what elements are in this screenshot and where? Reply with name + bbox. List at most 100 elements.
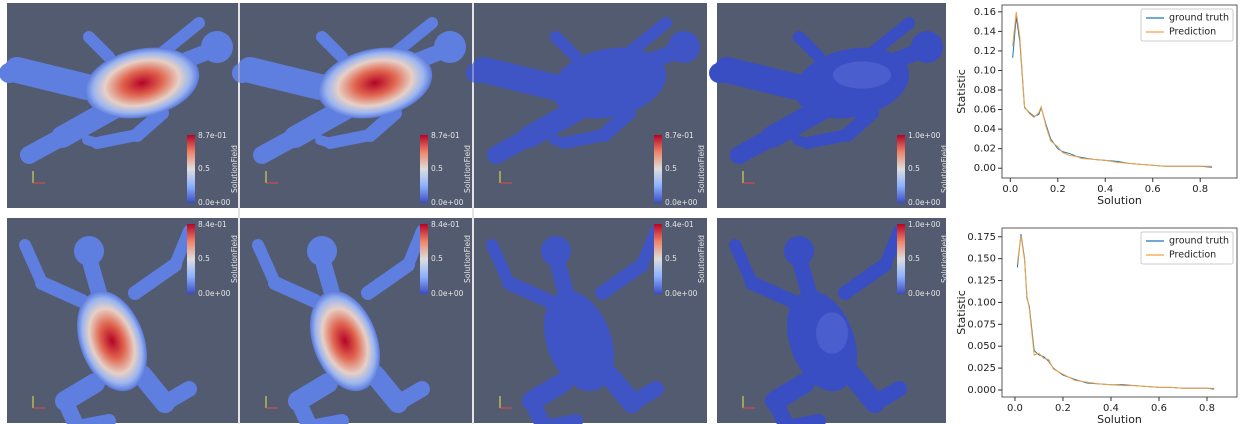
colorbar-title: SolutionField [940, 235, 949, 283]
limb [793, 31, 825, 63]
head [784, 236, 814, 266]
colorbar-max: 8.7e-01 [198, 131, 227, 140]
colorbar [420, 135, 428, 203]
limb [714, 57, 810, 100]
y-tick-label: 0.06 [974, 105, 996, 116]
limb [595, 258, 649, 300]
limb [550, 257, 574, 301]
limb [390, 381, 430, 411]
colorbar-max: 1.0e+00 [908, 220, 941, 229]
head [307, 236, 337, 266]
colorbar [187, 135, 195, 203]
limb [4, 57, 100, 100]
limb [268, 276, 322, 308]
limb [252, 239, 281, 289]
colorbar-min: 0.0e+00 [665, 198, 698, 207]
limb [486, 239, 515, 289]
y-tick-label: 0.00 [974, 163, 996, 174]
limb [466, 60, 494, 83]
head [541, 236, 571, 266]
x-axis-label: Solution [1097, 194, 1142, 207]
torso [551, 47, 667, 119]
colorbar-max: 8.4e-01 [665, 220, 694, 229]
limb [316, 257, 340, 301]
colorbar-max: 8.4e-01 [431, 220, 460, 229]
legend-label: Prediction [1169, 27, 1216, 38]
limb [128, 258, 182, 300]
limb [867, 381, 907, 411]
plot-frame [1001, 227, 1238, 398]
body-mesh [0, 17, 233, 164]
colorbar [187, 224, 195, 294]
y-tick-label: 0.125 [967, 276, 996, 287]
colorbar-title: SolutionField [697, 145, 706, 193]
body-mesh [486, 225, 664, 424]
colorbar [897, 224, 905, 294]
y-tick-label: 0.025 [967, 363, 996, 374]
torso [544, 290, 614, 392]
colorbar-title: SolutionField [463, 235, 472, 283]
colorbar-mid: 0.5 [908, 164, 920, 173]
colorbar-min: 0.0e+00 [431, 198, 464, 207]
torso [317, 47, 433, 119]
colorbar-min: 0.0e+00 [908, 289, 941, 298]
limb [35, 276, 89, 308]
colorbar-max: 1.0e+00 [908, 131, 941, 140]
limb [729, 239, 758, 289]
y-tick-label: 0.08 [974, 85, 996, 96]
x-tick-label: 0.4 [1097, 184, 1113, 195]
y-tick-label: 0.14 [974, 26, 996, 37]
legend-label: ground truth [1169, 236, 1229, 247]
limb [558, 129, 610, 149]
x-tick-label: 0.2 [1050, 184, 1066, 195]
colorbar-min: 0.0e+00 [908, 198, 941, 207]
limb [780, 414, 826, 424]
colorbar-mid: 0.5 [908, 254, 920, 263]
legend-label: ground truth [1169, 13, 1229, 24]
limb [70, 414, 116, 424]
x-tick-label: 0.6 [1145, 184, 1161, 195]
legend-label: Prediction [1169, 250, 1216, 261]
colorbar [654, 224, 662, 294]
body-mesh [466, 17, 700, 164]
colorbar-mid: 0.5 [198, 254, 210, 263]
limb [745, 276, 799, 308]
plot-frame [1001, 4, 1238, 179]
y-tick-label: 0.000 [967, 385, 996, 396]
x-tick-label: 0.8 [1192, 184, 1208, 195]
body-mesh [729, 225, 907, 424]
limb [91, 129, 143, 149]
series-line [1012, 11, 1213, 167]
legend-box [1140, 231, 1234, 265]
x-tick-label: 0.2 [1055, 403, 1071, 414]
limb [253, 128, 304, 164]
colorbar-title: SolutionField [230, 145, 239, 193]
colorbar-mid: 0.5 [665, 254, 677, 263]
head [434, 31, 466, 63]
y-tick-label: 0.050 [967, 341, 996, 352]
colorbar-title: SolutionField [697, 235, 706, 283]
body-mesh [232, 17, 466, 164]
y-tick-label: 0.175 [967, 232, 996, 243]
limb [550, 31, 582, 63]
body-mesh [709, 17, 943, 164]
limb [361, 258, 415, 300]
y-tick-label: 0.10 [974, 65, 996, 76]
colorbar-max: 8.7e-01 [665, 131, 694, 140]
limb [624, 381, 664, 411]
body-mesh [252, 225, 430, 424]
y-tick-label: 0.075 [967, 319, 996, 330]
limb [801, 129, 853, 149]
limb [879, 225, 905, 271]
colorbar-min: 0.0e+00 [431, 289, 464, 298]
limb [471, 57, 567, 100]
x-tick-label: 0.6 [1151, 403, 1167, 414]
y-tick-label: 0.12 [974, 46, 996, 57]
head [74, 236, 104, 266]
y-tick-label: 0.02 [974, 144, 996, 155]
colorbar-title: SolutionField [230, 235, 239, 283]
limb [730, 128, 781, 164]
limb [324, 129, 376, 149]
limb [19, 239, 48, 289]
